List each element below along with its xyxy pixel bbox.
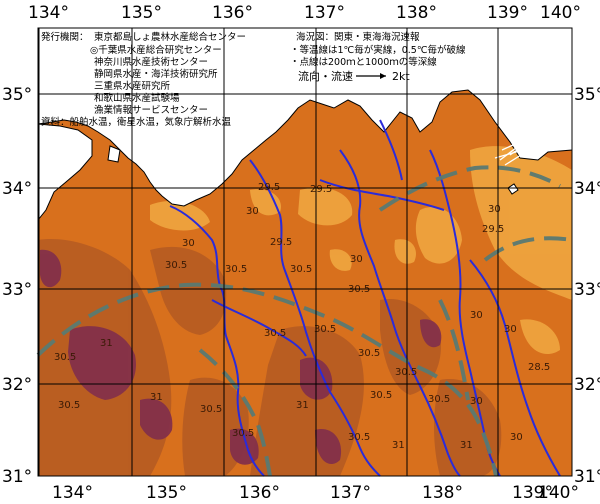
lon-label: 140° xyxy=(538,483,579,503)
publisher-line: 三重県水産研究所 xyxy=(94,80,171,92)
isotherm-label: 30 xyxy=(504,324,517,335)
isotherm-label: 30.5 xyxy=(314,324,336,335)
lon-label: 137° xyxy=(330,483,371,503)
isotherm-label: 29.5 xyxy=(482,224,504,235)
isotherm-label: 30.5 xyxy=(225,264,247,275)
lat-label: 32° xyxy=(2,375,32,395)
isotherm-label: 30.5 xyxy=(358,348,380,359)
isotherm-label: 28.5 xyxy=(528,362,550,373)
current-legend-label: 流向・流速 xyxy=(298,69,353,83)
publisher-title: 発行機関： xyxy=(41,31,89,43)
cool-water-zones xyxy=(150,146,572,355)
kuroshio-axis xyxy=(36,165,573,477)
publisher-line: 神奈川県水産技術センター xyxy=(94,56,208,68)
arrowhead-icon xyxy=(380,73,386,79)
isotherm-label: 30 xyxy=(470,310,483,321)
isotherm-label: 30.5 xyxy=(264,328,286,339)
shikoku-tip xyxy=(37,123,93,222)
lon-label: 136° xyxy=(212,3,253,23)
chart-info-panel: 海況図：関東・東海海況速報 ・等温線は1℃毎が実線，0.5℃毎が破線 ・点線は2… xyxy=(290,31,466,83)
publisher-line: 東京都島しょ農林水産総合センター xyxy=(94,31,246,43)
lat-labels-left: 35° 34° 33° 32° 31° xyxy=(2,85,32,487)
isotherm-label: 30.5 xyxy=(54,352,76,363)
isotherm-label: 29.5 xyxy=(270,237,292,248)
isotherm-label: 30 xyxy=(246,206,259,217)
chart-title: 海況図：関東・東海海況速報 xyxy=(296,31,420,43)
lon-label: 134° xyxy=(52,483,93,503)
isotherm-label: 30 xyxy=(182,238,195,249)
publisher-line: 静岡県水産・海洋技術研究所 xyxy=(94,68,218,80)
lon-label: 138° xyxy=(396,3,437,23)
isotherm-label: 30.5 xyxy=(232,428,254,439)
lon-label: 139° xyxy=(512,483,553,503)
land xyxy=(37,27,573,222)
lat-label: 35° xyxy=(2,85,32,105)
lat-label: 34° xyxy=(2,179,32,199)
lon-label: 136° xyxy=(239,483,280,503)
isotherm-label: 30.5 xyxy=(348,432,370,443)
lon-label: 135° xyxy=(146,483,187,503)
lon-labels-bottom: 134° 135° 136° 137° 138° 139° 140° xyxy=(52,483,579,503)
lon-label: 138° xyxy=(422,483,463,503)
isotherm-label: 30 xyxy=(488,204,501,215)
isotherm-label: 31 xyxy=(296,400,309,411)
current-legend-unit: 2kt xyxy=(392,70,410,83)
publisher-line: 漁業情報サービスセンター xyxy=(94,104,208,116)
isotherm-label: 31 xyxy=(460,440,473,451)
isotherm-label: 30.5 xyxy=(290,264,312,275)
lat-label: 32° xyxy=(574,375,600,395)
lat-label: 33° xyxy=(574,280,600,300)
lon-label: 140° xyxy=(540,3,581,23)
lon-label: 135° xyxy=(121,3,162,23)
isotherm-label: 30.5 xyxy=(200,404,222,415)
isotherm-label: 30 xyxy=(350,254,363,265)
awaji-island xyxy=(107,145,121,163)
isotherm-label: 29.5 xyxy=(310,184,332,195)
izu-islet xyxy=(507,183,519,195)
isotherm-label: 31 xyxy=(150,392,163,403)
lat-label: 33° xyxy=(2,280,32,300)
lon-label: 134° xyxy=(28,3,69,23)
publisher-line: 和歌山県水産試験場 xyxy=(94,92,180,104)
lat-label: 31° xyxy=(574,467,600,487)
lon-labels-top: 134° 135° 136° 137° 138° 139° 140° xyxy=(28,3,581,23)
isotherm-label: 30 xyxy=(510,432,523,443)
lon-label: 139° xyxy=(487,3,528,23)
data-source: 資料：船舶水温，衛星水温，気象庁解析水温 xyxy=(41,116,232,128)
isotherm-label: 30.5 xyxy=(428,394,450,405)
lat-lon-grid xyxy=(37,27,573,477)
lat-label: 35° xyxy=(574,85,600,105)
chart-note-depth: ・点線は200ｍと1000ｍの等深線 xyxy=(290,56,437,68)
current-vectors xyxy=(494,127,549,166)
publisher-line: ◎千葉県水産総合研究センター xyxy=(90,44,222,56)
isotherm-label: 31 xyxy=(100,338,113,349)
publisher-panel: 発行機関： 東京都島しょ農林水産総合センター ◎千葉県水産総合研究センター 神奈… xyxy=(41,31,246,128)
chart-note-isotherm: ・等温線は1℃毎が実線，0.5℃毎が破線 xyxy=(290,44,466,56)
isotherm-label: 30 xyxy=(470,396,483,407)
honshu-landmass xyxy=(37,27,573,207)
lat-labels-right: 35° 34° 33° 32° 31° xyxy=(574,85,600,487)
lon-label: 137° xyxy=(304,3,345,23)
lat-label: 34° xyxy=(574,179,600,199)
isotherm-fronts xyxy=(169,119,561,477)
isotherm-labels: 29.5 29.5 30 29.5 30 30.5 30.5 30 30.5 2… xyxy=(54,182,550,451)
isotherm-label: 30.5 xyxy=(165,260,187,271)
isotherm-label: 30.5 xyxy=(395,367,417,378)
lat-label: 31° xyxy=(2,467,32,487)
isotherm-label: 31 xyxy=(392,440,405,451)
isotherm-label: 30.5 xyxy=(370,390,392,401)
isotherm-label: 30.5 xyxy=(58,400,80,411)
